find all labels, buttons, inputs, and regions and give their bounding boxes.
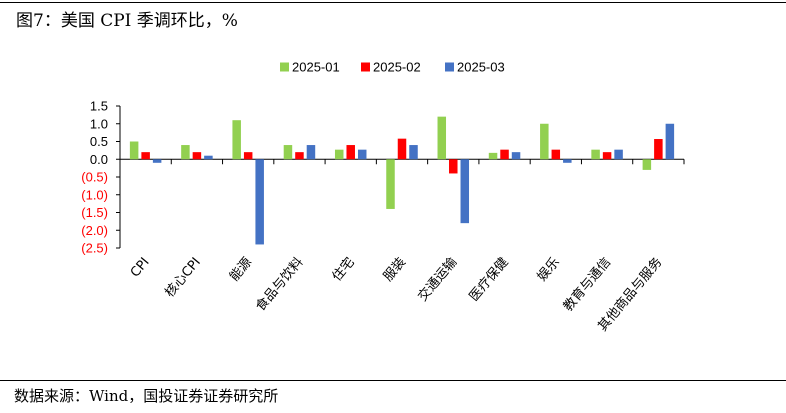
bar-2025-03-0 [152, 159, 162, 163]
legend-label: 2025-03 [457, 60, 505, 75]
y-tick-label: 0.0 [90, 152, 108, 167]
top-rule [0, 2, 786, 3]
x-category-label: 能源 [227, 255, 255, 285]
x-category-label: 住宅 [330, 255, 358, 285]
x-category-label: CPI [128, 255, 153, 281]
y-tick-label: (1.0) [81, 187, 108, 202]
bar-2025-03-7 [511, 152, 521, 160]
bar-2025-02-4 [346, 145, 355, 160]
bar-2025-01-7 [488, 152, 498, 160]
x-category-label: 服装 [381, 255, 409, 285]
bar-2025-02-5 [397, 138, 407, 160]
bar-2025-01-0 [129, 141, 139, 160]
bar-2025-03-4 [357, 149, 367, 160]
y-tick-label: (0.5) [81, 170, 108, 185]
bar-2025-02-6 [449, 159, 458, 174]
legend-swatch-2025-01 [280, 62, 289, 72]
legend-label: 2025-01 [292, 60, 340, 75]
legend-swatch-2025-02 [361, 62, 370, 72]
bar-2025-02-3 [295, 152, 304, 160]
bar-2025-01-8 [540, 123, 549, 160]
y-tick-label: (2.0) [81, 223, 108, 238]
bar-chart: 1.5 1.0 0.5 0.0 (0.5) (1.0) (1.5) (2.0) (2.5) CPI… [81, 60, 685, 334]
x-category-label: 医疗保健 [467, 255, 512, 304]
y-tick-label: (2.5) [81, 241, 108, 256]
bar-2025-02-10 [654, 139, 663, 160]
bar-2025-03-5 [409, 145, 418, 160]
x-category-label: 交通运输 [415, 254, 461, 304]
bar-2025-03-2 [255, 159, 264, 245]
y-tick-label: 1.5 [90, 99, 108, 114]
legend-label: 2025-02 [373, 60, 421, 75]
y-tick-label: (1.5) [81, 205, 108, 220]
bar-2025-03-8 [563, 159, 572, 163]
y-tick-label: 1.0 [90, 116, 108, 131]
x-category-label: 核心CPI [162, 255, 204, 300]
bar-2025-02-9 [602, 152, 612, 160]
bar-2025-01-1 [181, 145, 190, 160]
bar-2025-01-3 [283, 145, 293, 160]
bar-2025-01-2 [232, 120, 241, 160]
bar-2025-03-6 [460, 159, 470, 224]
bar-2025-02-8 [551, 149, 561, 160]
bottom-rule [0, 380, 786, 381]
bar-2025-03-10 [665, 123, 675, 160]
bar-2025-03-3 [306, 145, 316, 160]
source-note: 数据来源：Wind，国投证券证券研究所 [14, 387, 279, 405]
bar-2025-01-10 [642, 159, 652, 170]
bar-2025-02-7 [500, 149, 509, 160]
x-category-label: 教育与通信 [560, 254, 614, 314]
bar-2025-03-9 [614, 149, 623, 160]
x-category-label: 食品与饮料 [252, 254, 306, 314]
bar-2025-01-5 [386, 159, 395, 209]
bar-2025-03-1 [204, 155, 213, 160]
bar-2025-01-4 [334, 149, 344, 160]
y-tick-label: 0.5 [90, 134, 108, 149]
bar-2025-02-1 [192, 152, 202, 160]
x-category-label: 娱乐 [535, 255, 563, 285]
figure-title: 图7：美国 CPI 季调环比，% [16, 11, 238, 31]
legend-swatch-2025-03 [445, 62, 454, 72]
bar-2025-02-0 [141, 152, 150, 160]
bar-2025-01-6 [437, 116, 447, 160]
bar-2025-02-2 [243, 152, 253, 160]
bar-2025-01-9 [591, 149, 600, 160]
